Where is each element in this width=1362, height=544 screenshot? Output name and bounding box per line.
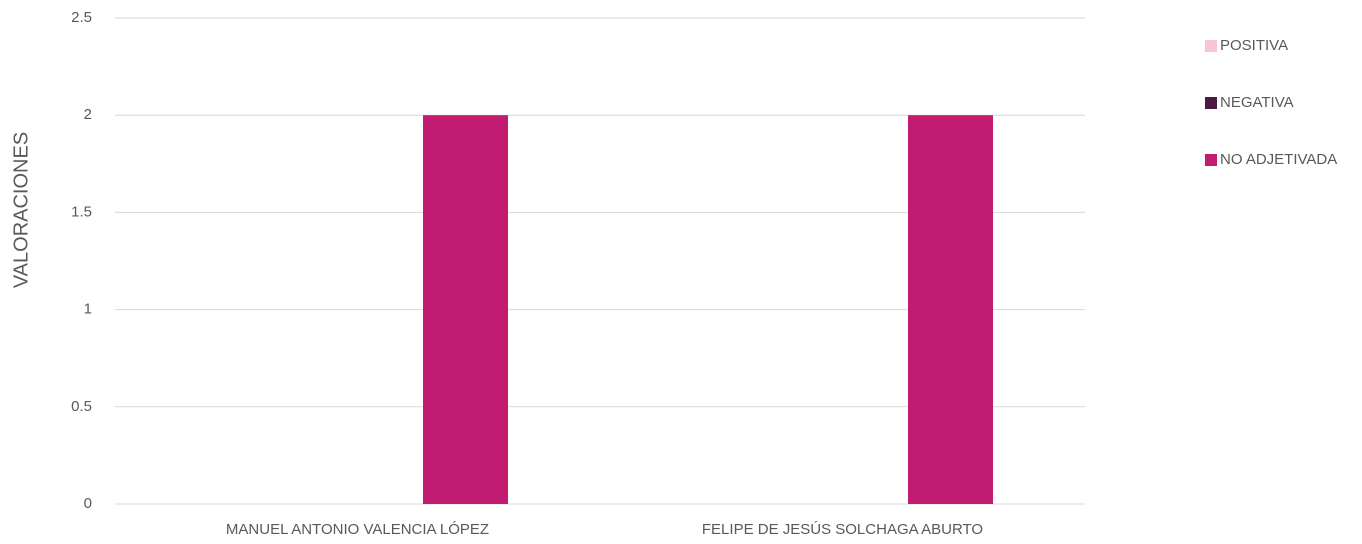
legend-swatch	[1205, 97, 1217, 109]
legend-swatch	[1205, 40, 1217, 52]
legend-label: POSITIVA	[1220, 37, 1288, 54]
y-tick-label: 1	[84, 301, 92, 318]
x-tick-label: FELIPE DE JESÚS SOLCHAGA ABURTO	[702, 521, 983, 538]
y-tick-label: 0	[84, 495, 92, 512]
legend-label: NEGATIVA	[1220, 94, 1294, 111]
x-tick-label: MANUEL ANTONIO VALENCIA LÓPEZ	[226, 521, 489, 538]
y-tick-label: 1.5	[71, 203, 92, 220]
legend-label: NO ADJETIVADA	[1220, 151, 1337, 168]
y-tick-label: 2.5	[71, 9, 92, 26]
y-tick-label: 2	[84, 106, 92, 123]
y-tick-label: 0.5	[71, 398, 92, 415]
bar	[423, 115, 508, 504]
legend-swatch	[1205, 154, 1217, 166]
bar	[908, 115, 993, 504]
y-axis-title: VALORACIONES	[10, 132, 32, 288]
